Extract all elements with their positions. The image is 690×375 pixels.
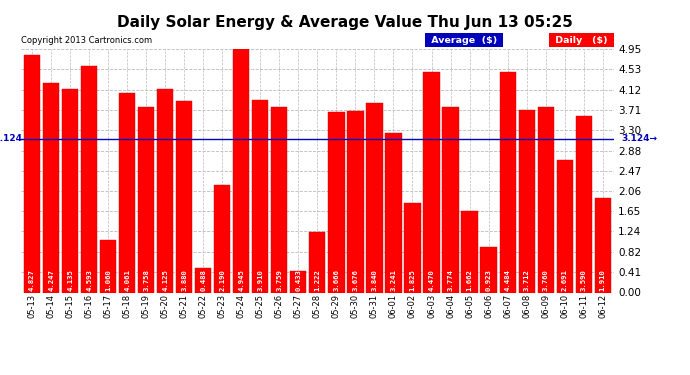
Text: Daily   ($): Daily ($): [552, 36, 611, 45]
Text: 0.488: 0.488: [200, 268, 206, 291]
Bar: [62, 89, 78, 292]
Text: 3.124→: 3.124→: [622, 134, 658, 143]
Text: 3.666: 3.666: [333, 268, 339, 291]
Bar: [138, 108, 155, 292]
Bar: [595, 198, 611, 292]
Text: 4.827: 4.827: [29, 268, 35, 291]
Text: 4.247: 4.247: [48, 268, 54, 291]
Bar: [386, 133, 402, 292]
Bar: [538, 107, 553, 292]
Text: 4.484: 4.484: [504, 268, 511, 291]
Text: 3.760: 3.760: [542, 268, 549, 291]
Text: 1.060: 1.060: [105, 268, 111, 291]
Text: 4.061: 4.061: [124, 268, 130, 291]
Bar: [233, 49, 249, 292]
Text: 1.910: 1.910: [600, 268, 606, 291]
Bar: [462, 211, 477, 292]
Bar: [214, 184, 230, 292]
Text: 0.923: 0.923: [486, 268, 491, 291]
Bar: [404, 202, 421, 292]
Bar: [271, 107, 288, 292]
Text: 1.222: 1.222: [315, 268, 320, 291]
Text: 1.825: 1.825: [409, 268, 415, 291]
Text: Copyright 2013 Cartronics.com: Copyright 2013 Cartronics.com: [21, 36, 152, 45]
Text: 4.945: 4.945: [238, 268, 244, 291]
Text: 0.433: 0.433: [295, 268, 302, 291]
Bar: [575, 116, 592, 292]
Bar: [253, 100, 268, 292]
Text: Average  ($): Average ($): [428, 36, 500, 45]
Text: 4.593: 4.593: [86, 268, 92, 291]
Bar: [480, 247, 497, 292]
Bar: [195, 268, 211, 292]
Text: 4.125: 4.125: [162, 268, 168, 291]
Text: Daily Solar Energy & Average Value Thu Jun 13 05:25: Daily Solar Energy & Average Value Thu J…: [117, 15, 573, 30]
Text: 3.590: 3.590: [581, 268, 586, 291]
Text: 4.135: 4.135: [67, 268, 73, 291]
Text: 4.470: 4.470: [428, 268, 435, 291]
Text: 3.676: 3.676: [353, 268, 358, 291]
Bar: [424, 72, 440, 292]
Bar: [500, 72, 515, 292]
Bar: [176, 102, 193, 292]
Text: 3.241: 3.241: [391, 268, 397, 291]
Bar: [309, 232, 326, 292]
Bar: [24, 55, 40, 292]
Text: 2.190: 2.190: [219, 268, 226, 291]
Bar: [366, 104, 382, 292]
Bar: [328, 112, 344, 292]
Text: 3.758: 3.758: [144, 268, 149, 291]
Text: ←3.124: ←3.124: [0, 134, 23, 143]
Bar: [442, 106, 459, 292]
Text: 3.774: 3.774: [448, 268, 453, 291]
Bar: [81, 66, 97, 292]
Text: 1.662: 1.662: [466, 268, 473, 291]
Bar: [347, 111, 364, 292]
Bar: [557, 160, 573, 292]
Bar: [100, 240, 117, 292]
Text: 3.712: 3.712: [524, 268, 530, 291]
Bar: [43, 83, 59, 292]
Bar: [518, 110, 535, 292]
Text: 3.880: 3.880: [181, 268, 187, 291]
Text: 3.910: 3.910: [257, 268, 264, 291]
Bar: [119, 93, 135, 292]
Text: 3.840: 3.840: [371, 268, 377, 291]
Bar: [157, 89, 173, 292]
Bar: [290, 271, 306, 292]
Text: 3.759: 3.759: [277, 268, 282, 291]
Text: 2.691: 2.691: [562, 268, 568, 291]
